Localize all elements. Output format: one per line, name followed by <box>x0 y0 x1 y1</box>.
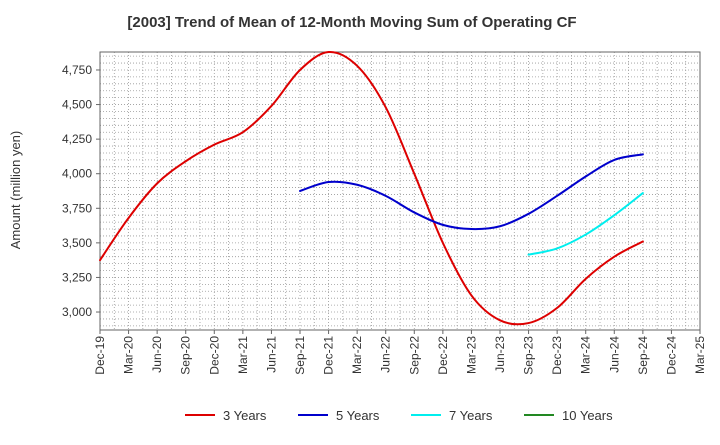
x-tick-label: Mar-20 <box>122 336 136 374</box>
x-tick-label: Sep-22 <box>407 336 421 375</box>
y-axis-label: Amount (million yen) <box>8 131 23 250</box>
legend-label-3-years: 3 Years <box>223 408 267 423</box>
x-tick-label: Mar-21 <box>236 336 250 374</box>
y-tick-label: 4,750 <box>62 63 92 77</box>
chart-title: [2003] Trend of Mean of 12-Month Moving … <box>127 14 576 31</box>
x-tick-label: Sep-20 <box>179 336 193 375</box>
x-tick-label: Sep-23 <box>522 336 536 375</box>
x-tick-label: Dec-21 <box>322 336 336 375</box>
series-line-5-years <box>299 153 644 231</box>
x-tick-label: Jun-20 <box>150 336 164 373</box>
x-tick-label: Jun-23 <box>493 336 507 373</box>
x-tick-label: Jun-21 <box>264 336 278 373</box>
grid-layer <box>99 52 701 330</box>
x-tick-label: Mar-22 <box>350 336 364 374</box>
legend-label-10-years: 10 Years <box>562 408 613 423</box>
x-tick-label: Dec-22 <box>436 336 450 375</box>
series-layer <box>99 50 644 326</box>
series-line-7-years <box>527 192 644 256</box>
x-tick-label: Dec-20 <box>207 336 221 375</box>
y-tick-labels: 3,000 3,250 3,500 3,750 4,000 4,250 4,500 4,750 <box>62 63 100 319</box>
x-tick-label: Sep-24 <box>636 336 650 375</box>
plot-frame <box>99 51 701 331</box>
y-tick-label: 3,750 <box>62 201 92 215</box>
y-tick-label: 3,000 <box>62 305 92 319</box>
legend-label-5-years: 5 Years <box>336 408 380 423</box>
x-tick-label: Mar-24 <box>579 336 593 374</box>
y-tick-label: 4,500 <box>62 98 92 112</box>
x-tick-label: Dec-19 <box>93 336 107 375</box>
x-tick-label: Jun-24 <box>607 336 621 373</box>
y-tick-label: 3,250 <box>62 270 92 284</box>
x-tick-label: Jun-22 <box>379 336 393 373</box>
y-tick-label: 4,000 <box>62 167 92 181</box>
x-tick-labels: Dec-19 Mar-20 Jun-20 Sep-20 Dec-20 Mar-21 Jun-… <box>93 330 707 375</box>
x-tick-label: Mar-23 <box>464 336 478 374</box>
series-line-3-years <box>99 50 644 326</box>
x-tick-label: Dec-23 <box>550 336 564 375</box>
x-tick-label: Dec-24 <box>664 336 678 375</box>
legend: 3 Years 5 Years 7 Years 10 Years <box>185 408 613 423</box>
legend-label-7-years: 7 Years <box>449 408 493 423</box>
y-tick-label: 4,250 <box>62 132 92 146</box>
x-tick-label: Sep-21 <box>293 336 307 375</box>
x-tick-label: Mar-25 <box>693 336 707 374</box>
y-tick-label: 3,500 <box>62 236 92 250</box>
